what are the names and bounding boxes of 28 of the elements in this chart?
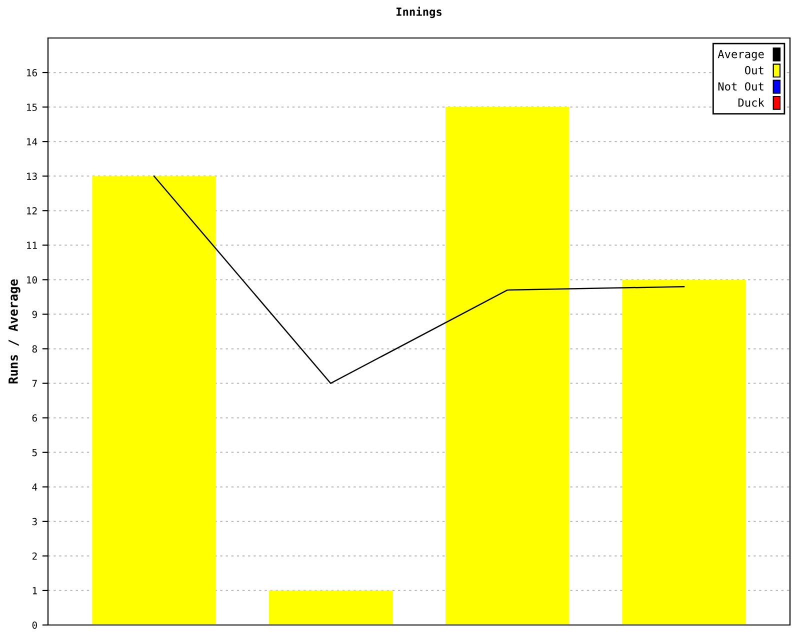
bar [622,280,746,625]
y-tick-label: 15 [27,104,37,111]
bar [446,107,570,625]
y-tick-label: 8 [32,345,37,353]
legend-label: Out [745,66,764,74]
legend-label: Not Out [718,82,764,91]
y-tick-label: 12 [27,207,37,214]
y-tick-label: 11 [27,242,37,249]
y-tick-label: 4 [32,484,38,491]
line-series [153,175,685,384]
legend-label: Duck [738,98,764,107]
chart-title: Innings [396,6,442,18]
y-tick-label: 10 [27,276,37,284]
y-tick-label: 6 [32,414,37,422]
y-tick-label: 5 [32,448,37,456]
legend-label: Average [718,50,764,60]
y-tick-label: 2 [32,552,37,560]
y-tick-label: 13 [27,172,37,180]
bar [268,590,392,625]
y-tick-label: 1 [32,587,37,594]
y-tick-label: 9 [32,310,37,318]
y-axis-title: Runs / Average [8,279,20,384]
bar [92,176,216,625]
y-tick-label: 0 [32,622,37,629]
y-tick-label: 16 [27,69,37,76]
y-tick-label: 7 [32,380,37,388]
y-tick-label: 3 [32,518,37,526]
y-tick-label: 14 [27,138,38,146]
